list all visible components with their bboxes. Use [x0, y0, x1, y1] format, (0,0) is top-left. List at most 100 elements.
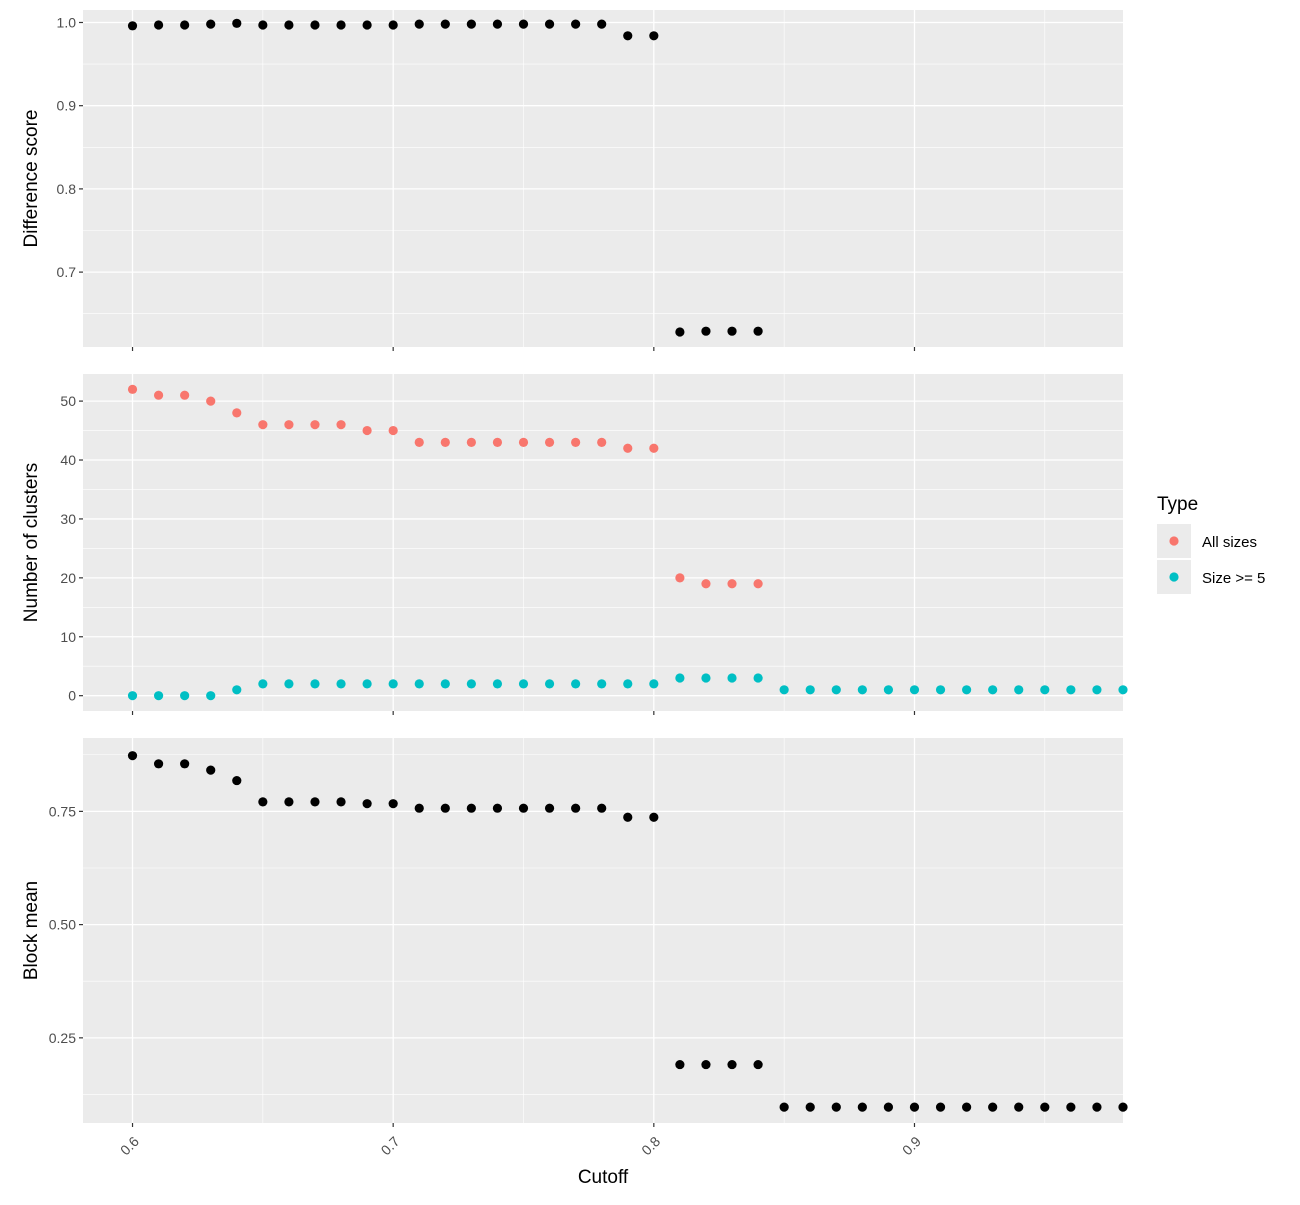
data-point	[831, 685, 841, 695]
data-point	[1118, 685, 1128, 695]
data-point	[544, 19, 555, 29]
legend-key-point	[1169, 572, 1179, 582]
data-point	[701, 1059, 711, 1070]
data-point	[492, 19, 503, 29]
data-point	[440, 437, 450, 447]
data-point	[153, 691, 164, 701]
data-point	[232, 408, 242, 418]
legend-label: All sizes	[1202, 534, 1257, 551]
data-point	[362, 425, 372, 436]
data-point	[492, 679, 503, 689]
data-point	[571, 437, 581, 447]
x-axis-title: Cutoff	[578, 1167, 629, 1188]
data-point	[466, 803, 476, 813]
data-point	[206, 396, 216, 406]
data-point	[336, 20, 346, 30]
y-tick-label: 0.8	[57, 181, 77, 197]
data-point	[779, 1102, 789, 1112]
data-point	[649, 31, 659, 41]
y-tick-label: 50	[60, 393, 76, 409]
data-point	[258, 679, 268, 689]
data-point	[649, 443, 659, 453]
data-point	[805, 1102, 815, 1112]
data-point	[362, 799, 372, 809]
data-point	[883, 1102, 894, 1112]
data-point	[336, 420, 346, 430]
data-point	[153, 390, 164, 400]
data-point	[909, 1102, 920, 1112]
data-point	[675, 1059, 685, 1070]
data-point	[466, 437, 476, 447]
data-point	[440, 679, 450, 689]
data-point	[258, 797, 268, 807]
data-point	[675, 673, 685, 683]
panel-background-difference	[83, 10, 1123, 347]
data-point	[857, 1102, 867, 1112]
data-point	[571, 679, 581, 689]
data-point	[962, 685, 972, 695]
data-point	[753, 579, 763, 589]
y-tick-label: 20	[60, 570, 76, 586]
data-point	[779, 685, 789, 695]
data-point	[623, 679, 633, 689]
data-point	[388, 799, 398, 809]
panel-background-blockmean	[83, 738, 1123, 1123]
x-tick-label: 0.8	[638, 1133, 663, 1158]
data-point	[127, 384, 138, 394]
data-point	[258, 420, 268, 430]
x-tick-label: 0.6	[117, 1133, 142, 1158]
data-point	[284, 679, 294, 689]
data-point	[571, 803, 581, 813]
data-point	[727, 1059, 737, 1070]
data-point	[518, 437, 529, 447]
data-point	[909, 685, 920, 695]
data-point	[206, 691, 216, 701]
y-axis-title-clusters: Number of clusters	[21, 463, 42, 622]
data-point	[153, 20, 164, 30]
data-point	[180, 20, 190, 30]
x-tick-label: 0.7	[378, 1133, 403, 1158]
data-point	[962, 1102, 972, 1112]
data-point	[284, 420, 294, 430]
data-point	[1066, 685, 1076, 695]
y-tick-label: 0.50	[49, 917, 76, 933]
data-point	[180, 390, 190, 400]
data-point	[336, 797, 346, 807]
data-point	[414, 19, 424, 29]
data-point	[935, 1102, 946, 1112]
data-point	[1014, 685, 1024, 695]
data-point	[180, 691, 190, 701]
data-point	[701, 326, 711, 336]
y-tick-label: 0	[68, 688, 76, 704]
data-point	[310, 20, 320, 30]
data-point	[284, 797, 294, 807]
data-point	[649, 812, 659, 822]
y-tick-label: 30	[60, 511, 76, 527]
data-point	[857, 685, 867, 695]
data-point	[284, 20, 294, 30]
data-point	[518, 19, 529, 29]
data-point	[675, 327, 685, 337]
data-point	[935, 685, 946, 695]
data-point	[492, 803, 503, 813]
data-point	[727, 326, 737, 336]
data-point	[388, 425, 398, 436]
data-point	[753, 326, 763, 336]
data-point	[544, 437, 555, 447]
data-point	[310, 679, 320, 689]
data-point	[597, 803, 607, 813]
data-point	[623, 31, 633, 41]
data-point	[649, 679, 659, 689]
data-point	[571, 19, 581, 29]
data-point	[544, 679, 555, 689]
data-point	[727, 673, 737, 683]
data-point	[232, 18, 242, 28]
y-tick-label: 0.25	[49, 1030, 76, 1046]
data-point	[206, 765, 216, 775]
data-point	[1066, 1102, 1076, 1112]
data-point	[258, 20, 268, 30]
y-tick-label: 0.75	[49, 803, 76, 819]
data-point	[1040, 685, 1050, 695]
